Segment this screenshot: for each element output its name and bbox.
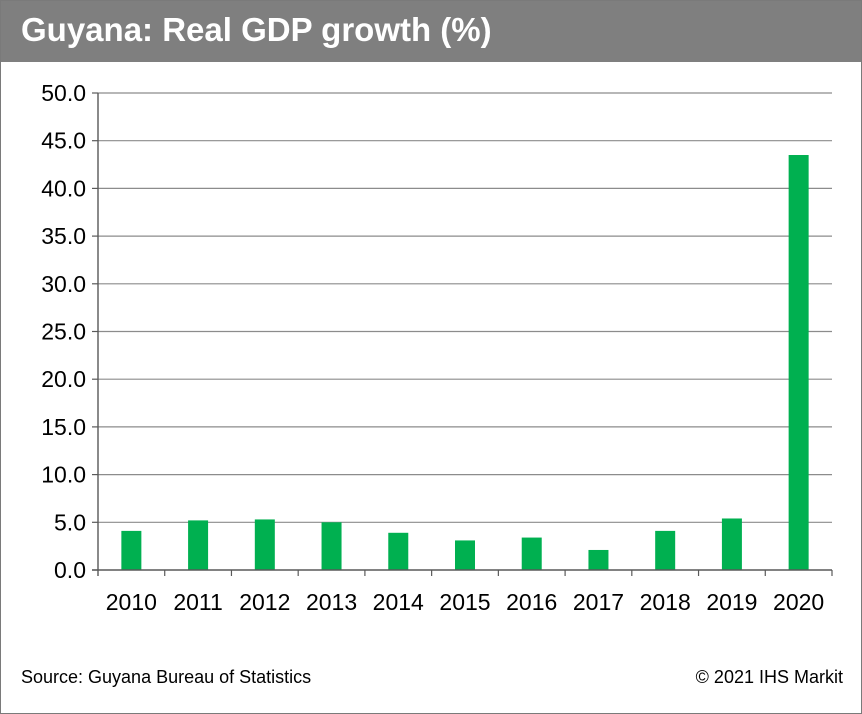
bar-chart: 0.0 5.0 10.0 15.0 20.0 25.0 30.0 35.0 40.0 45.0 50… — [41, 80, 833, 615]
bar-2012 — [254, 519, 275, 570]
y-axis-tick-label: 40.0 — [41, 175, 86, 201]
bar-2015 — [455, 540, 475, 570]
y-axis-tick-label: 35.0 — [41, 223, 86, 249]
x-axis-tick-label: 2018 — [640, 589, 691, 615]
bars — [121, 155, 809, 570]
x-axis-tick-label: 2016 — [506, 589, 557, 615]
chart-title: Guyana: Real GDP growth (%) — [21, 11, 492, 48]
axes — [92, 92, 833, 576]
bar-2016 — [521, 537, 542, 570]
y-axis-tick-label: 5.0 — [54, 509, 86, 535]
x-axis-tick-label: 2014 — [373, 589, 424, 615]
bar-2010 — [121, 530, 142, 570]
y-axis-tick-label: 0.0 — [54, 557, 86, 583]
bar-2020 — [788, 155, 809, 570]
bar-2014 — [388, 532, 409, 570]
y-axis-tick-label: 30.0 — [41, 271, 86, 297]
y-axis-tick-label: 25.0 — [41, 319, 86, 345]
bar-2013 — [321, 522, 342, 570]
title-bar: Guyana: Real GDP growth (%) — [1, 1, 861, 62]
y-axis-tick-labels: 0.0 5.0 10.0 15.0 20.0 25.0 30.0 35.0 40.0 45.0 50… — [41, 80, 86, 583]
x-axis-tick-label: 2017 — [573, 589, 624, 615]
copyright-note: © 2021 IHS Markit — [695, 667, 843, 687]
x-axis-tick-label: 2010 — [106, 589, 157, 615]
x-axis-tick-label: 2012 — [239, 589, 290, 615]
x-axis-tick-label: 2011 — [173, 589, 222, 615]
y-axis-tick-label: 15.0 — [41, 414, 86, 440]
bar-2018 — [655, 530, 676, 570]
y-axis-tick-label: 20.0 — [41, 366, 86, 392]
bar-2011 — [188, 520, 209, 570]
x-axis-tick-label: 2019 — [706, 589, 757, 615]
x-axis-tick-label: 2020 — [773, 589, 824, 615]
gridlines — [98, 92, 832, 523]
x-axis-tick-label: 2015 — [439, 589, 490, 615]
bar-2017 — [588, 549, 609, 570]
bar-2019 — [721, 518, 742, 570]
y-axis-tick-label: 50.0 — [41, 80, 86, 106]
y-axis-tick-label: 10.0 — [41, 462, 86, 488]
y-axis-tick-label: 45.0 — [41, 128, 86, 154]
x-axis-tick-label: 2013 — [306, 589, 357, 615]
source-note: Source: Guyana Bureau of Statistics — [21, 667, 312, 687]
x-axis-tick-labels: 2010 2011 2012 2013 2014 2015 2016 2017 2018 2019… — [106, 589, 824, 615]
